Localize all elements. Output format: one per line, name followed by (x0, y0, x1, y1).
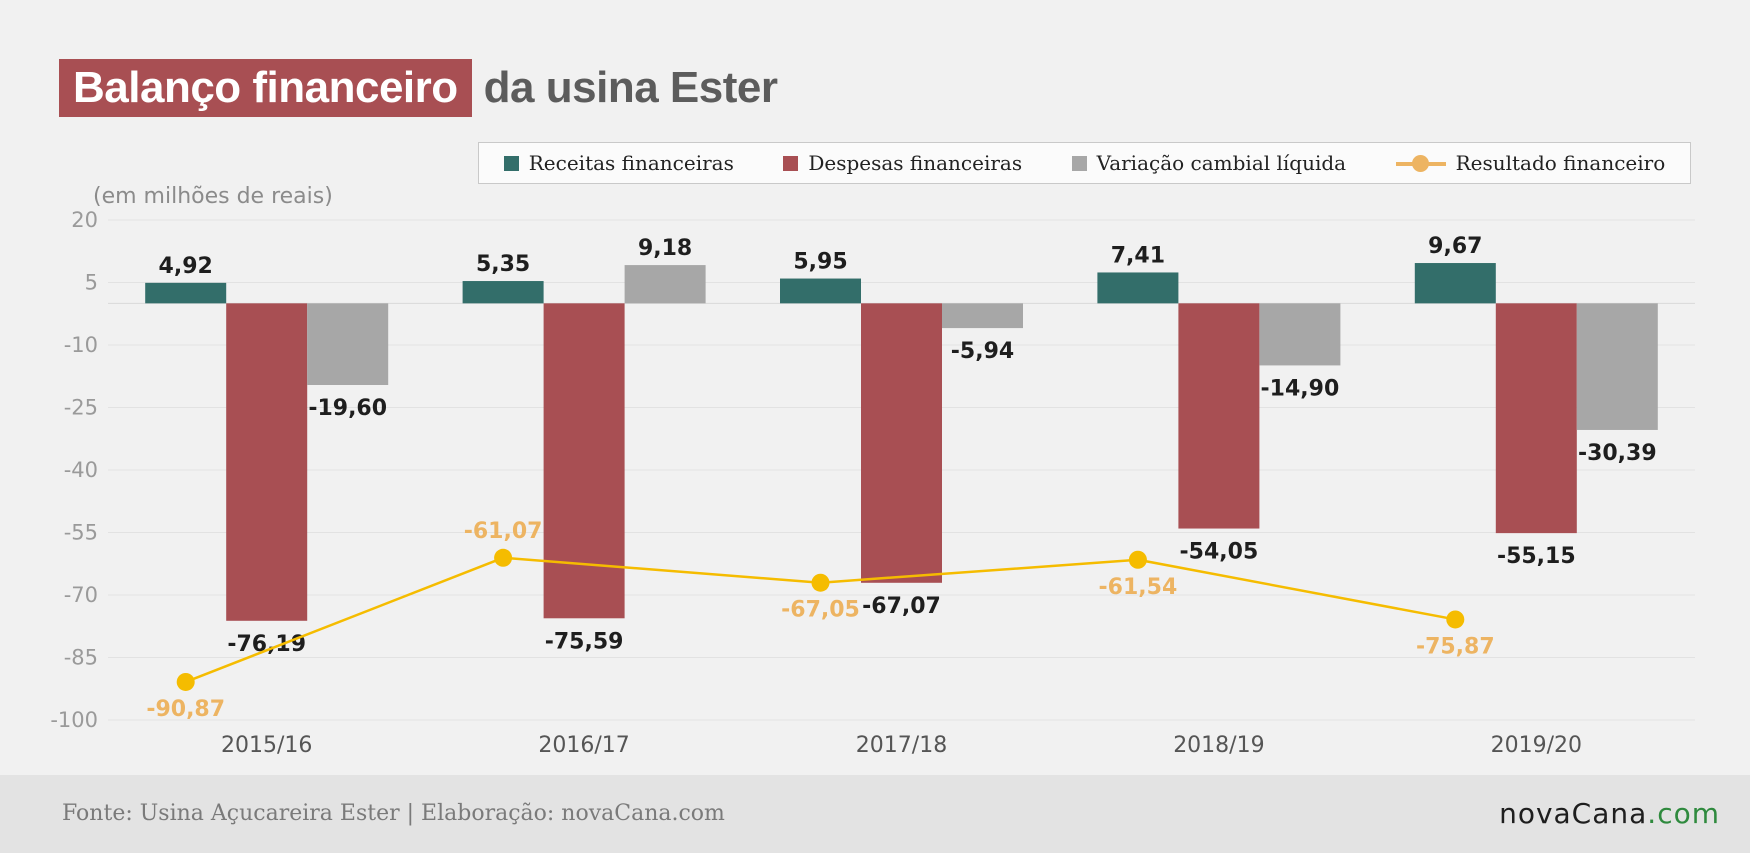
novacana-logo: novaCana.com (1499, 797, 1720, 830)
legend-label: Despesas financeiras (808, 151, 1023, 175)
bar (1495, 303, 1577, 534)
y-tick-label: -10 (64, 333, 98, 357)
y-tick-label: -70 (64, 583, 98, 607)
x-tick-label: 2018/19 (1173, 733, 1264, 758)
y-tick-label: -40 (64, 458, 98, 482)
result-label: -90,87 (146, 697, 225, 722)
legend-swatch-despesas (783, 155, 799, 171)
x-tick-label: 2019/20 (1491, 733, 1582, 758)
bar (307, 303, 389, 385)
x-tick-label: 2017/18 (856, 733, 947, 758)
legend-swatch-resultado (1395, 154, 1446, 172)
y-tick-label: -25 (64, 396, 98, 420)
result-label: -75,87 (1416, 634, 1495, 659)
data-label: -55,15 (1497, 544, 1576, 569)
data-label: 5,95 (793, 250, 847, 275)
logo-main: novaCana (1499, 797, 1648, 830)
bar (1576, 303, 1658, 430)
y-axis-unit-label: (em milhões de reais) (93, 184, 333, 209)
y-tick-label: 20 (71, 208, 98, 232)
bar (780, 278, 861, 304)
bar (462, 281, 544, 304)
data-label: 7,41 (1111, 243, 1165, 268)
source-text: Fonte: Usina Açucareira Ester | Elaboraç… (62, 801, 725, 826)
bar (624, 265, 706, 304)
result-point (1446, 610, 1465, 629)
legend-item-variacao: Variação cambial líquida (1071, 151, 1347, 175)
result-label: -61,07 (464, 519, 543, 544)
x-tick-label: 2016/17 (538, 733, 629, 758)
data-label: -76,19 (227, 632, 306, 657)
data-label: -75,59 (545, 629, 624, 654)
y-tick-label: -55 (64, 521, 98, 545)
result-point (176, 672, 195, 691)
footer: Fonte: Usina Açucareira Ester | Elaboraç… (0, 775, 1750, 853)
result-label: -67,05 (781, 598, 860, 623)
bar (942, 303, 1023, 329)
y-tick-label: -100 (50, 708, 98, 732)
legend-label: Variação cambial líquida (1096, 151, 1347, 175)
bar (145, 282, 227, 304)
legend-item-resultado: Resultado financeiro (1395, 151, 1666, 175)
x-tick-label: 2015/16 (221, 733, 312, 758)
bar (226, 303, 308, 621)
y-tick-label: -85 (64, 646, 98, 670)
result-point (494, 548, 513, 567)
data-label: 5,35 (476, 252, 530, 277)
result-point (1128, 550, 1147, 569)
data-label: -5,94 (951, 339, 1014, 364)
legend-label: Receitas financeiras (528, 151, 734, 175)
result-point (811, 573, 830, 592)
bar (543, 303, 625, 619)
legend-item-despesas: Despesas financeiras (783, 151, 1022, 175)
title-highlight: Balanço financeiro (59, 59, 472, 117)
chart-area: 20 5 -10 -25 -40 -55 -70 -85 -100 4,92 -76,19 -19,6… (50, 208, 1695, 758)
data-label: 4,92 (159, 254, 213, 279)
legend: Receitas financeiras Despesas financeira… (478, 142, 1691, 184)
legend-swatch-variacao (1071, 155, 1087, 171)
data-label: -54,05 (1180, 540, 1259, 565)
legend-label: Resultado financeiro (1455, 151, 1666, 175)
data-label: -19,60 (308, 396, 387, 421)
data-label: -30,39 (1578, 441, 1657, 466)
data-label: 9,18 (638, 236, 692, 261)
legend-swatch-receitas (503, 155, 519, 171)
bar (1178, 303, 1260, 529)
bar (861, 303, 942, 583)
logo-tld: .com (1647, 797, 1720, 830)
data-label: -14,90 (1261, 376, 1340, 401)
chart-title: Balanço financeiro da usina Ester (59, 58, 778, 118)
data-label: 9,67 (1428, 234, 1482, 259)
bar (1259, 303, 1341, 366)
y-tick-label: 5 (85, 271, 98, 295)
bar (1414, 263, 1496, 304)
bar (1097, 272, 1179, 304)
title-rest: da usina Ester (483, 63, 778, 112)
legend-item-receitas: Receitas financeiras (503, 151, 734, 175)
result-label: -61,54 (1099, 575, 1178, 600)
data-label: -67,07 (862, 594, 941, 619)
